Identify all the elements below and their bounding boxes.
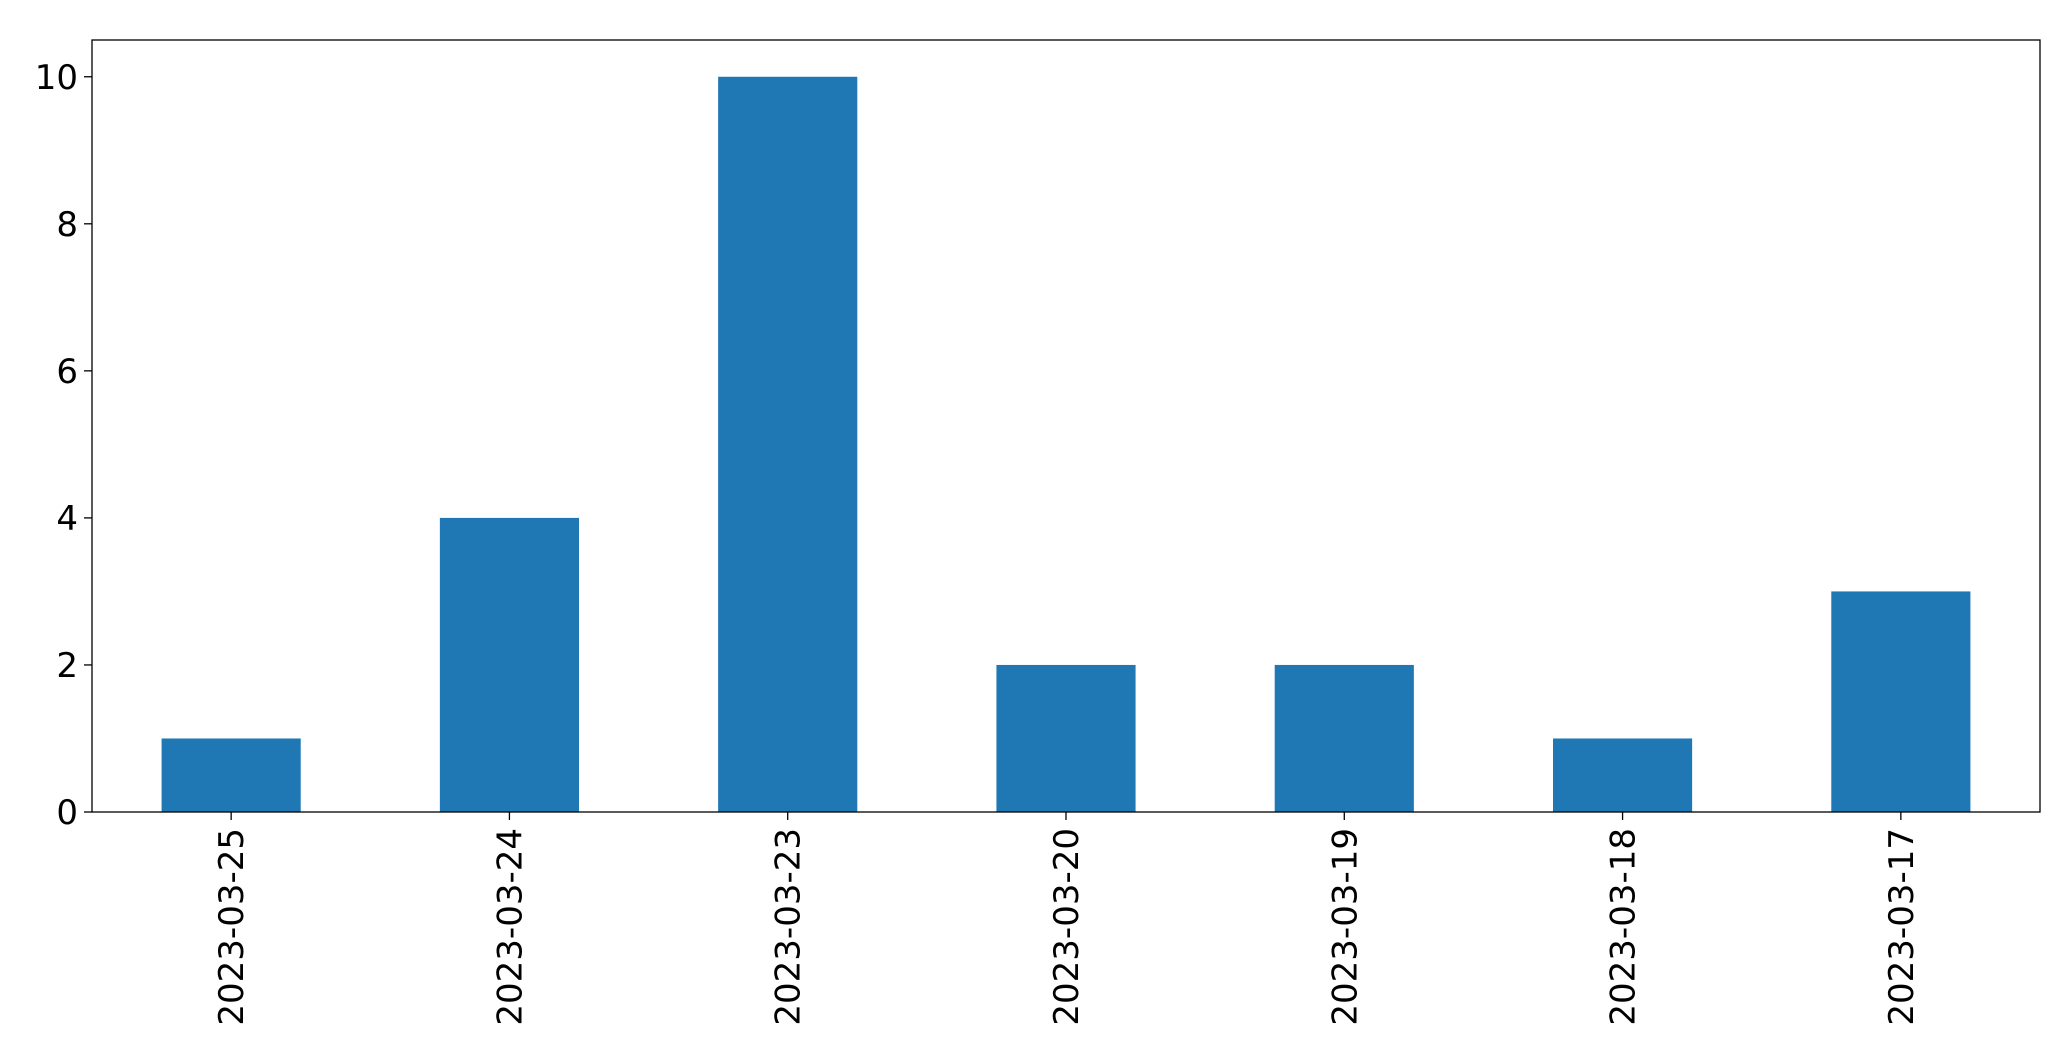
x-tick-label: 2023-03-23 [769,828,809,1026]
x-tick-label: 2023-03-25 [212,828,252,1026]
y-tick-label: 10 [35,58,78,98]
x-tick-label: 2023-03-20 [1047,828,1087,1026]
plot-area-frame [91,39,2041,813]
x-tick-label: 2023-03-19 [1325,828,1365,1026]
bars-layer [161,76,1971,812]
bar-2023-03-23 [718,76,858,812]
x-tick-label: 2023-03-17 [1882,828,1922,1026]
bar-2023-03-17 [1831,591,1971,812]
x-tick-label: 2023-03-18 [1604,828,1644,1026]
bar-2023-03-24 [439,517,579,812]
bar-2023-03-19 [1274,664,1414,812]
y-tick-label: 8 [56,205,78,245]
bar-2023-03-18 [1553,738,1693,812]
y-tick-label: 2 [56,646,78,686]
ticks-layer: 2023-03-25 2023-03-24 2023-03-23 2023-03-20… [35,58,1922,1026]
bar-2023-03-20 [996,664,1136,812]
y-tick-label: 6 [56,352,78,392]
y-tick-label: 4 [56,499,78,539]
bar-2023-03-25 [161,738,301,812]
x-tick-label: 2023-03-24 [490,828,530,1026]
y-tick-label: 0 [56,793,78,833]
